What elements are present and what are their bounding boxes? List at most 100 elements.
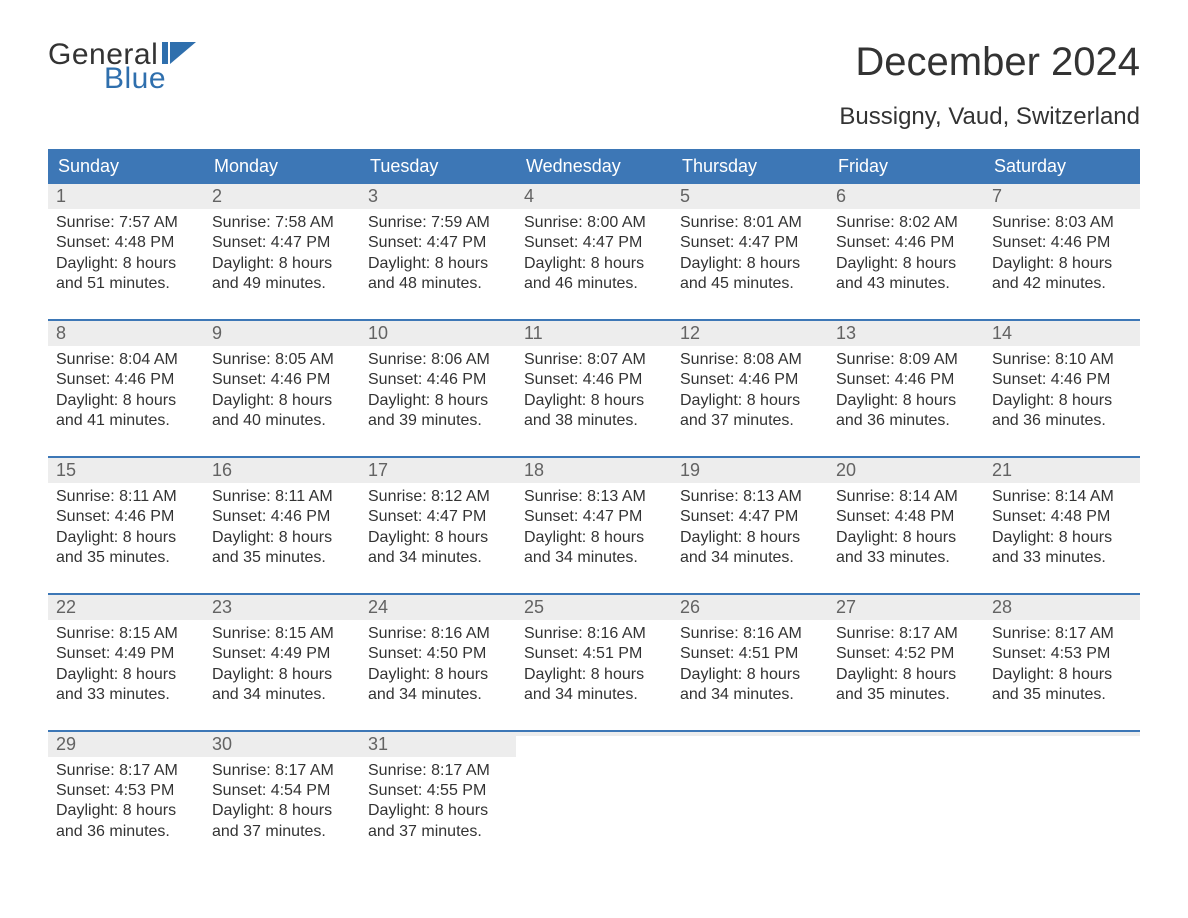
sunrise-line: Sunrise: 8:16 AM [524, 624, 664, 644]
day-cell: 5 Sunrise: 8:01 AMSunset: 4:47 PMDaylight… [672, 184, 828, 303]
day-number-row: 23 [204, 595, 360, 620]
day-number-row [828, 732, 984, 736]
sunrise-line: Sunrise: 8:17 AM [368, 761, 508, 781]
daylight-line: Daylight: 8 hours and 41 minutes. [56, 391, 196, 432]
sunset-line: Sunset: 4:49 PM [56, 644, 196, 664]
sunrise-line: Sunrise: 8:16 AM [680, 624, 820, 644]
day-body: Sunrise: 7:58 AMSunset: 4:47 PMDaylight:… [204, 209, 360, 295]
sunrise-line: Sunrise: 8:12 AM [368, 487, 508, 507]
day-of-week-cell: Wednesday [516, 149, 672, 184]
sunrise-line: Sunrise: 8:10 AM [992, 350, 1132, 370]
brand-logo: General Blue [48, 40, 196, 94]
sunset-line: Sunset: 4:46 PM [836, 233, 976, 253]
daylight-line: Daylight: 8 hours and 43 minutes. [836, 254, 976, 295]
day-number: 18 [524, 460, 544, 480]
day-number-row: 7 [984, 184, 1140, 209]
sunrise-line: Sunrise: 8:15 AM [56, 624, 196, 644]
page-title: December 2024 [839, 40, 1140, 85]
day-number: 6 [836, 186, 846, 206]
daylight-line: Daylight: 8 hours and 37 minutes. [368, 801, 508, 842]
day-body: Sunrise: 8:01 AMSunset: 4:47 PMDaylight:… [672, 209, 828, 295]
daylight-line: Daylight: 8 hours and 34 minutes. [524, 528, 664, 569]
day-of-week-cell: Thursday [672, 149, 828, 184]
day-number-row: 16 [204, 458, 360, 483]
daylight-line: Daylight: 8 hours and 35 minutes. [992, 665, 1132, 706]
sunset-line: Sunset: 4:46 PM [212, 370, 352, 390]
day-number-row: 24 [360, 595, 516, 620]
day-body: Sunrise: 8:15 AMSunset: 4:49 PMDaylight:… [204, 620, 360, 706]
day-number-row: 26 [672, 595, 828, 620]
day-number: 5 [680, 186, 690, 206]
sunset-line: Sunset: 4:46 PM [836, 370, 976, 390]
sunset-line: Sunset: 4:55 PM [368, 781, 508, 801]
day-number: 31 [368, 734, 388, 754]
daylight-line: Daylight: 8 hours and 33 minutes. [56, 665, 196, 706]
day-body: Sunrise: 8:05 AMSunset: 4:46 PMDaylight:… [204, 346, 360, 432]
sunset-line: Sunset: 4:51 PM [524, 644, 664, 664]
day-body: Sunrise: 8:09 AMSunset: 4:46 PMDaylight:… [828, 346, 984, 432]
daylight-line: Daylight: 8 hours and 37 minutes. [212, 801, 352, 842]
daylight-line: Daylight: 8 hours and 34 minutes. [368, 665, 508, 706]
day-cell: 16Sunrise: 8:11 AMSunset: 4:46 PMDayligh… [204, 458, 360, 577]
day-number: 19 [680, 460, 700, 480]
day-body: Sunrise: 8:13 AMSunset: 4:47 PMDaylight:… [672, 483, 828, 569]
sunset-line: Sunset: 4:46 PM [56, 507, 196, 527]
sunrise-line: Sunrise: 7:58 AM [212, 213, 352, 233]
sunset-line: Sunset: 4:46 PM [524, 370, 664, 390]
day-number-row: 1 [48, 184, 204, 209]
week-row: 8Sunrise: 8:04 AMSunset: 4:46 PMDaylight… [48, 319, 1140, 440]
sunrise-line: Sunrise: 8:17 AM [836, 624, 976, 644]
day-number-row: 27 [828, 595, 984, 620]
day-cell: 9 Sunrise: 8:05 AMSunset: 4:46 PMDaylight… [204, 321, 360, 440]
day-number: 13 [836, 323, 856, 343]
day-body: Sunrise: 8:06 AMSunset: 4:46 PMDaylight:… [360, 346, 516, 432]
sunset-line: Sunset: 4:46 PM [368, 370, 508, 390]
daylight-line: Daylight: 8 hours and 36 minutes. [992, 391, 1132, 432]
sunset-line: Sunset: 4:46 PM [680, 370, 820, 390]
day-cell: 24Sunrise: 8:16 AMSunset: 4:50 PMDayligh… [360, 595, 516, 714]
day-body: Sunrise: 8:10 AMSunset: 4:46 PMDaylight:… [984, 346, 1140, 432]
day-number: 17 [368, 460, 388, 480]
day-number-row: 12 [672, 321, 828, 346]
day-body: Sunrise: 8:17 AMSunset: 4:55 PMDaylight:… [360, 757, 516, 843]
day-number: 29 [56, 734, 76, 754]
day-of-week-cell: Friday [828, 149, 984, 184]
day-number: 20 [836, 460, 856, 480]
header: General Blue December 2024 Bussigny, Vau… [48, 40, 1140, 143]
day-cell: 30Sunrise: 8:17 AMSunset: 4:54 PMDayligh… [204, 732, 360, 851]
day-body: Sunrise: 8:12 AMSunset: 4:47 PMDaylight:… [360, 483, 516, 569]
day-number-row: 4 [516, 184, 672, 209]
daylight-line: Daylight: 8 hours and 48 minutes. [368, 254, 508, 295]
day-cell [828, 732, 984, 851]
day-number-row: 22 [48, 595, 204, 620]
day-body: Sunrise: 8:13 AMSunset: 4:47 PMDaylight:… [516, 483, 672, 569]
sunset-line: Sunset: 4:49 PM [212, 644, 352, 664]
day-cell [516, 732, 672, 851]
day-cell: 7Sunrise: 8:03 AMSunset: 4:46 PMDaylight… [984, 184, 1140, 303]
day-number-row: 25 [516, 595, 672, 620]
day-number-row: 5 [672, 184, 828, 209]
day-number: 25 [524, 597, 544, 617]
day-number: 23 [212, 597, 232, 617]
day-number-row: 29 [48, 732, 204, 757]
sunset-line: Sunset: 4:47 PM [524, 507, 664, 527]
sunset-line: Sunset: 4:48 PM [992, 507, 1132, 527]
daylight-line: Daylight: 8 hours and 34 minutes. [680, 665, 820, 706]
sunset-line: Sunset: 4:52 PM [836, 644, 976, 664]
day-body: Sunrise: 8:07 AMSunset: 4:46 PMDaylight:… [516, 346, 672, 432]
daylight-line: Daylight: 8 hours and 35 minutes. [212, 528, 352, 569]
day-number-row: 18 [516, 458, 672, 483]
day-number: 11 [524, 323, 543, 343]
day-number-row: 11 [516, 321, 672, 346]
daylight-line: Daylight: 8 hours and 51 minutes. [56, 254, 196, 295]
day-number: 9 [212, 323, 222, 343]
sunset-line: Sunset: 4:47 PM [368, 233, 508, 253]
daylight-line: Daylight: 8 hours and 33 minutes. [992, 528, 1132, 569]
day-number: 1 [56, 186, 66, 206]
sunrise-line: Sunrise: 8:03 AM [992, 213, 1132, 233]
brand-word2: Blue [104, 64, 196, 94]
day-number: 7 [992, 186, 1002, 206]
day-number: 28 [992, 597, 1012, 617]
daylight-line: Daylight: 8 hours and 34 minutes. [212, 665, 352, 706]
sunrise-line: Sunrise: 8:06 AM [368, 350, 508, 370]
